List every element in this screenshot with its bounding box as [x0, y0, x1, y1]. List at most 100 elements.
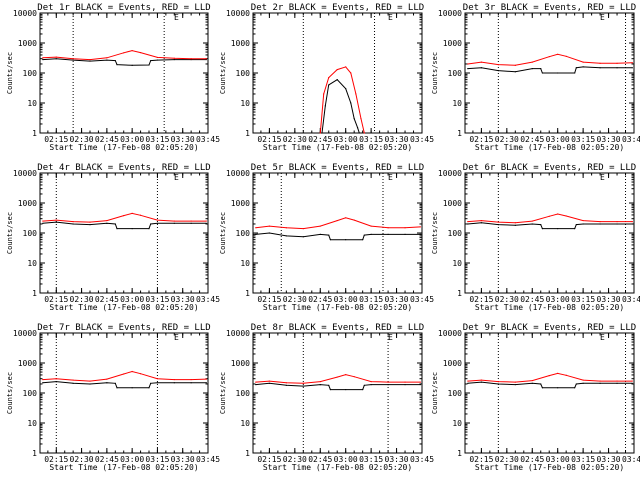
- chart-title: Det 1r BLACK = Events, RED = LLD: [37, 3, 210, 13]
- lld-series-line: [467, 372, 633, 383]
- y-tick-label: 10000: [438, 169, 462, 178]
- x-tick-label: 02:15: [257, 455, 281, 464]
- plot-frame: [39, 332, 209, 454]
- plot-marker-label: E: [388, 173, 393, 182]
- y-tick-label: 1000: [18, 39, 37, 48]
- lld-data-point: [531, 61, 533, 63]
- events-data-point: [190, 382, 192, 384]
- events-data-point: [404, 233, 406, 235]
- lld-data-point: [139, 51, 142, 54]
- lld-data-point: [345, 374, 347, 376]
- x-tick-label: 03:45: [196, 455, 220, 464]
- lld-series-line: [42, 370, 207, 382]
- lld-data-point: [72, 58, 74, 60]
- chart-title: Det 5r BLACK = Events, RED = LLD: [251, 163, 424, 173]
- events-data-point: [55, 221, 57, 223]
- lld-series-line: [42, 50, 207, 61]
- lld-data-point: [497, 64, 499, 66]
- events-data-point: [540, 68, 542, 70]
- events-series-line: [255, 232, 421, 241]
- x-tick-label: 02:45: [95, 135, 119, 144]
- events-data-point: [190, 222, 192, 224]
- events-data-point: [156, 222, 159, 224]
- lld-data-point: [323, 93, 325, 95]
- events-data-point: [467, 223, 469, 225]
- lld-data-point: [205, 58, 207, 60]
- y-tick-label: 10000: [226, 9, 250, 18]
- lld-data-point: [139, 373, 142, 375]
- lld-data-point: [42, 378, 44, 381]
- events-data-point: [328, 84, 330, 86]
- events-data-point: [302, 385, 304, 387]
- events-data-point: [131, 64, 133, 66]
- y-tick-label: 10: [27, 99, 37, 108]
- events-data-point: [514, 71, 516, 73]
- events-data-point: [106, 222, 108, 224]
- events-data-point: [599, 223, 601, 225]
- events-data-point: [540, 383, 542, 385]
- x-tick-label: 02:15: [469, 455, 493, 464]
- lld-data-point: [582, 61, 584, 63]
- events-data-point: [156, 59, 159, 61]
- plot-frame: [464, 332, 635, 454]
- x-tick-label: 03:00: [334, 135, 358, 144]
- events-data-point: [497, 70, 499, 72]
- lld-data-point: [319, 225, 321, 227]
- plot-marker-label: E: [388, 13, 393, 22]
- events-data-point: [114, 59, 116, 62]
- x-tick-label: 03:00: [120, 295, 144, 304]
- events-data-point: [55, 380, 57, 383]
- y-axis-label: Counts/sec: [219, 52, 227, 94]
- events-data-point: [574, 387, 576, 389]
- lld-data-point: [173, 378, 175, 381]
- events-data-point: [404, 384, 406, 386]
- y-tick-label: 1000: [443, 39, 462, 48]
- x-tick-label: 02:15: [44, 135, 68, 144]
- events-data-point: [582, 382, 584, 384]
- events-data-point: [574, 228, 576, 230]
- lld-data-point: [336, 376, 338, 378]
- y-tick-label: 10000: [226, 329, 250, 338]
- lld-data-point: [565, 215, 567, 217]
- events-data-point: [173, 382, 175, 384]
- lld-data-point: [42, 57, 44, 59]
- lld-data-point: [514, 64, 516, 66]
- x-tick-label: 03:15: [359, 455, 383, 464]
- events-data-point: [150, 59, 152, 62]
- x-tick-label: 02:30: [283, 295, 307, 304]
- x-tick-label: 03:30: [597, 135, 621, 144]
- lld-data-point: [531, 220, 533, 222]
- x-tick-label: 02:15: [44, 455, 68, 464]
- x-tick-label: 02:15: [257, 135, 281, 144]
- events-data-point: [255, 384, 257, 386]
- x-tick-label: 03:15: [571, 295, 595, 304]
- events-data-point: [362, 388, 364, 391]
- y-tick-label: 100: [236, 389, 251, 398]
- y-axis-label: Counts/sec: [431, 212, 439, 254]
- lld-data-point: [355, 93, 357, 95]
- y-tick-label: 10000: [438, 9, 462, 18]
- x-tick-label: 03:15: [145, 455, 169, 464]
- events-data-point: [328, 234, 330, 236]
- lld-data-point: [319, 132, 321, 134]
- y-tick-label: 1000: [18, 199, 37, 208]
- events-data-point: [72, 223, 74, 225]
- lld-series-line: [255, 374, 421, 384]
- lld-series-line: [255, 217, 421, 230]
- events-data-point: [631, 382, 633, 384]
- lld-data-point: [285, 227, 287, 229]
- x-tick-label: 03:15: [145, 295, 169, 304]
- events-data-point: [268, 232, 270, 234]
- x-tick-label: 02:45: [308, 295, 332, 304]
- chart-panel-9: Det 9r BLACK = Events, RED = LLD 1 10 100 10…: [431, 323, 640, 472]
- events-data-point: [116, 387, 118, 389]
- events-data-point: [324, 105, 326, 107]
- chart-panel-3: Det 3r BLACK = Events, RED = LLD 1 10 100 10…: [431, 3, 640, 152]
- chart-panel-8: Det 8r BLACK = Events, RED = LLD 1 10 100 10…: [219, 323, 434, 472]
- events-data-point: [285, 235, 287, 237]
- x-tick-label: 03:15: [359, 295, 383, 304]
- lld-data-point: [336, 68, 338, 71]
- events-data-point: [467, 382, 469, 384]
- x-tick-label: 02:45: [308, 135, 332, 144]
